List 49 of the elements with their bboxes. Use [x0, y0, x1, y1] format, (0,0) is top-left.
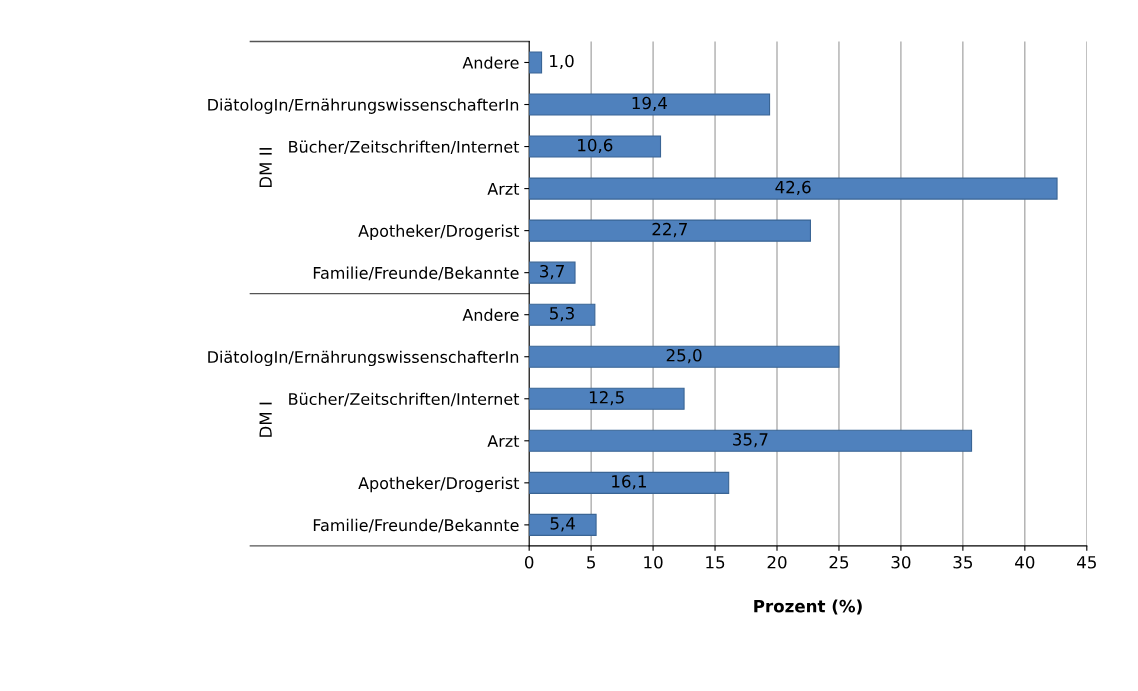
y-tick-label: DiätologIn/ErnährungswissenschafterIn: [208, 98, 519, 114]
data-label: 3,7: [540, 264, 564, 280]
bar: [529, 471, 730, 494]
data-label: 12,5: [589, 390, 624, 406]
data-label: 19,4: [632, 96, 667, 112]
y-tick-label: Bücher/Zeitschriften/Internet: [289, 140, 520, 155]
x-tick-label: 0: [524, 555, 534, 569]
y-tick-label: Andere: [462, 308, 519, 321]
data-label: 16,1: [612, 475, 646, 490]
x-tick-label: 25: [829, 555, 849, 569]
x-tick-label: 30: [891, 555, 911, 569]
bar: [529, 303, 596, 326]
x-tick-label: 35: [953, 555, 973, 569]
bar: [529, 177, 1058, 200]
bar: [529, 135, 662, 158]
bar: [529, 513, 597, 536]
bar: [529, 387, 685, 410]
y-tick-label: Familie/Freunde/Bekannte: [313, 266, 519, 281]
x-tick-label: 40: [1015, 555, 1035, 569]
bar: [529, 261, 576, 284]
x-tick-label: 15: [706, 556, 725, 569]
data-label: 25,0: [666, 348, 702, 364]
y-tick-label: Andere: [462, 56, 519, 69]
data-label: 42,6: [775, 180, 811, 196]
x-tick-label: 45: [1077, 556, 1096, 569]
y-tick-label: Apotheker/Drogerist: [358, 476, 520, 493]
data-label: 35,7: [733, 433, 768, 448]
data-label: 10,6: [578, 138, 613, 154]
x-tick-label: 5: [587, 556, 595, 569]
bar: [529, 345, 840, 368]
x-tick-label: 10: [644, 555, 663, 569]
bar: [529, 51, 543, 74]
text: DM I: [259, 402, 272, 437]
data-label: 5,4: [550, 517, 575, 532]
x-tick-label: 20: [767, 555, 787, 569]
bar: [529, 93, 771, 116]
data-label: 1,0: [550, 54, 574, 70]
y-tick-label: Bücher/Zeitschriften/Internet: [289, 392, 520, 407]
x-axis-title: Prozent (%): [754, 599, 862, 615]
y-tick-label: Apotheker/Drogerist: [358, 224, 520, 241]
y-tick-label: Familie/Freunde/Bekannte: [313, 518, 519, 533]
y-tick-label: DiätologIn/ErnährungswissenschafterIn: [208, 350, 519, 367]
y-tick-label: Arzt: [487, 183, 520, 195]
text: DM II: [259, 148, 272, 188]
data-label: 22,7: [652, 222, 687, 238]
y-tick-label: Arzt: [487, 435, 520, 447]
data-label: 5,3: [550, 306, 574, 322]
bar: [529, 219, 812, 242]
bar: [529, 429, 973, 452]
